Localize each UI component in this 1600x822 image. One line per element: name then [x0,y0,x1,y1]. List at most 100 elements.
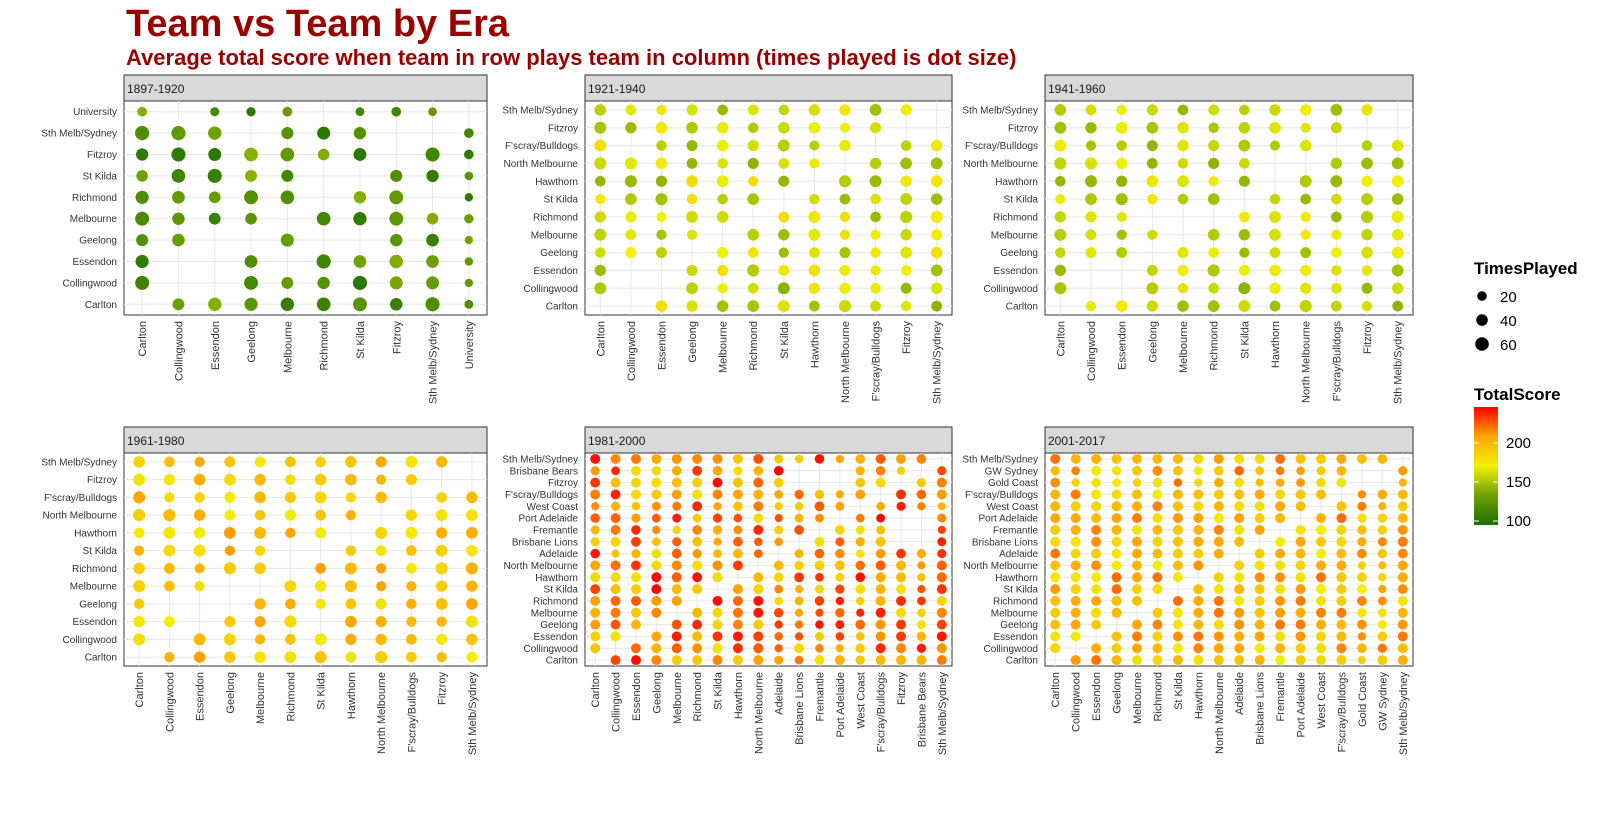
matchup-dot [778,122,790,134]
y-tick-label: Carlton [85,300,117,311]
matchup-dot [1193,466,1203,476]
y-tick-label: Melbourne [70,582,118,593]
matchup-dot [754,537,763,547]
matchup-dot [651,607,662,618]
matchup-dot [896,501,906,511]
matchup-dot [656,247,667,259]
matchup-dot [753,489,764,500]
matchup-dot [686,121,698,134]
matchup-dot [717,264,729,276]
matchup-dot [244,275,258,290]
x-tick-label: Carlton [1050,672,1062,707]
matchup-dot [1295,607,1306,618]
matchup-dot [1357,656,1366,665]
matchup-dot [1238,229,1251,241]
matchup-dot [1234,607,1245,618]
matchup-dot [1193,607,1204,618]
matchup-dot [753,513,764,523]
matchup-dot [1091,536,1102,547]
y-tick-label: Brisbane Lions [512,537,578,548]
matchup-dot [712,477,723,488]
matchup-dot [900,210,913,223]
matchup-dot [1111,607,1122,618]
y-tick-label: Carlton [85,653,117,664]
matchup-dot [1177,175,1189,188]
matchup-dot [712,619,723,630]
matchup-dot [133,562,145,575]
panel-1897-1920: 1897-1920 Carlton Collingwood Essendon Geelo… [41,74,488,404]
matchup-dot [1397,595,1408,606]
matchup-dot [610,477,621,488]
panel-background [1044,100,1414,316]
matchup-dot [809,247,820,258]
matchup-dot [1234,536,1245,547]
matchup-dot [406,616,417,627]
matchup-dot [1071,478,1080,487]
matchup-dot [1269,121,1281,134]
x-tick-label: Brisbane Lions [1255,672,1267,745]
matchup-dot [1132,619,1142,630]
matchup-dot [917,502,926,511]
matchup-dot [773,608,784,618]
matchup-dot [1336,477,1347,488]
panel-background [123,452,488,667]
matchup-dot [224,651,236,663]
matchup-dot [692,536,702,547]
matchup-dot [855,632,865,641]
matchup-dot [631,607,641,618]
matchup-dot [777,282,790,295]
matchup-dot [631,513,641,523]
legend-color-title: TotalScore [1474,385,1561,404]
matchup-dot [163,562,175,574]
matchup-dot [1050,548,1061,559]
matchup-dot [753,501,764,512]
matchup-dot [808,300,820,312]
matchup-dot [1172,607,1183,618]
matchup-dot [1357,537,1367,547]
matchup-dot [814,536,825,547]
matchup-dot [1193,513,1204,524]
matchup-dot [815,572,824,582]
matchup-dot [794,560,804,571]
matchup-dot [712,453,723,464]
matchup-dot [931,300,943,312]
matchup-dot [1316,584,1326,595]
matchup-dot [1330,157,1343,170]
matchup-dot [133,598,145,610]
matchup-dot [315,509,326,521]
matchup-dot [815,608,824,617]
y-tick-label: North Melbourne [43,511,118,522]
matchup-dot [839,229,850,240]
matchup-dot [464,278,474,288]
matchup-dot [317,276,330,290]
matchup-dot [1377,620,1387,630]
matchup-dot [747,282,759,294]
x-tick-label: Geelong [651,672,663,714]
matchup-dot [1300,193,1312,205]
matchup-dot [712,607,723,618]
y-tick-label: Collingwood [524,644,578,655]
matchup-dot [1152,513,1163,524]
matchup-dot [315,527,327,539]
matchup-dot [1091,595,1102,606]
matchup-dot [344,580,357,593]
matchup-dot [876,525,886,535]
matchup-dot [747,300,760,312]
matchup-dot [1295,489,1306,500]
matchup-dot [1193,560,1204,571]
matchup-dot [1316,466,1326,476]
matchup-dot [631,655,641,666]
matchup-dot [692,525,702,535]
x-tick-label: GW Sydney [1377,672,1389,731]
matchup-dot [1132,560,1142,571]
y-tick-label: Collingwood [524,284,578,295]
y-tick-label: Richmond [533,596,578,607]
matchup-dot [794,572,804,583]
matchup-dot [436,527,448,539]
matchup-dot [1054,139,1067,152]
matchup-dot [317,126,331,140]
matchup-dot [1234,631,1245,642]
matchup-dot [1234,655,1245,666]
matchup-dot [1378,561,1387,570]
y-tick-label: University [73,107,117,118]
